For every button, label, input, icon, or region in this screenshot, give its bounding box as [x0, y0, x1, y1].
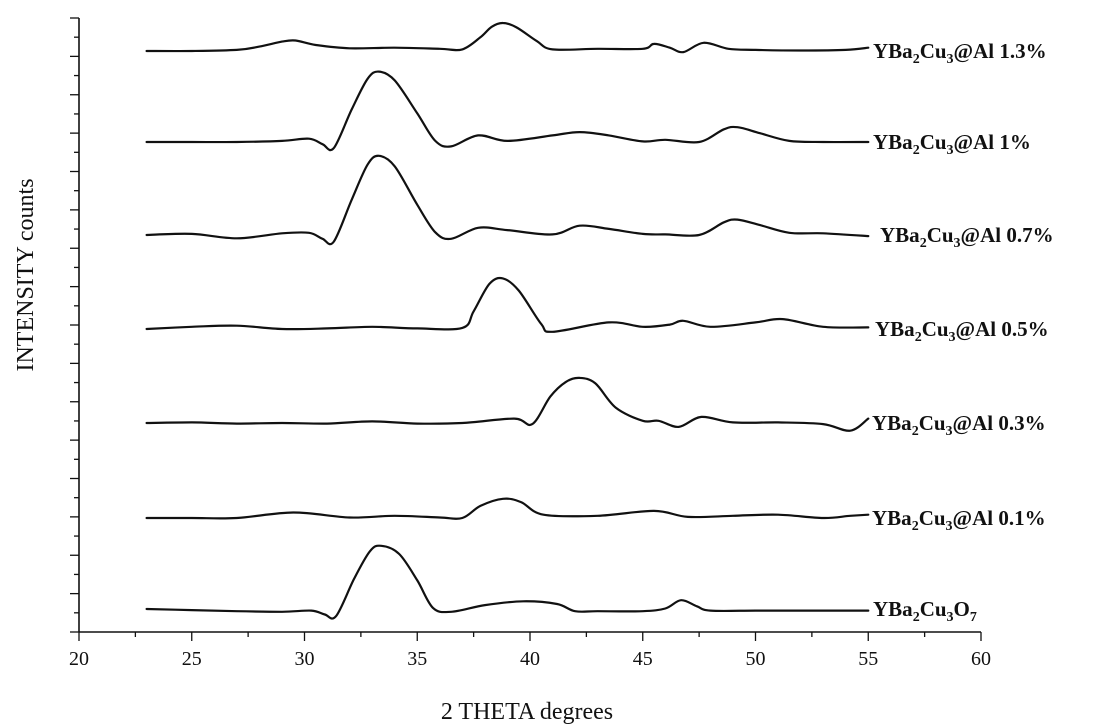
x-tick-label: 35: [407, 648, 427, 670]
series-label-7: YBa2Cu3O7: [873, 597, 977, 625]
series-label-1: YBa2Cu3@Al 1.3%: [873, 39, 1047, 67]
y-axis-title: INTENSITY counts: [13, 178, 39, 371]
x-axis-title: 2 THETA degrees: [441, 699, 613, 725]
x-tick-label: 40: [520, 648, 540, 670]
series-traces: [145, 21, 870, 620]
y-axis: [70, 17, 80, 633]
x-tick-label: 20: [69, 648, 89, 670]
x-tick-label: 45: [633, 648, 653, 670]
series-line-3: [145, 154, 870, 246]
x-axis: 20 25 30 35 40 45 50 55 60: [69, 631, 991, 670]
series-line-2: [145, 70, 870, 152]
x-tick-label: 60: [971, 648, 991, 670]
series-label-2: YBa2Cu3@Al 1%: [873, 130, 1031, 158]
series-line-5: [145, 376, 870, 432]
series-line-1: [145, 21, 870, 54]
series-line-4: [145, 276, 870, 333]
series-label-6: YBa2Cu3@Al 0.1%: [872, 506, 1046, 534]
series-line-7: [145, 544, 870, 620]
series-line-6: [145, 497, 870, 520]
series-label-5: YBa2Cu3@Al 0.3%: [872, 411, 1046, 439]
x-tick-label: 30: [295, 648, 315, 670]
series-label-4: YBa2Cu3@Al 0.5%: [875, 317, 1049, 345]
x-tick-label: 55: [858, 648, 878, 670]
series-label-3: YBa2Cu3@Al 0.7%: [880, 223, 1054, 251]
x-tick-label: 25: [182, 648, 202, 670]
x-tick-label: 50: [746, 648, 766, 670]
series-labels: YBa2Cu3@Al 1.3% YBa2Cu3@Al 1% YBa2Cu3@Al 0…: [872, 39, 1054, 625]
